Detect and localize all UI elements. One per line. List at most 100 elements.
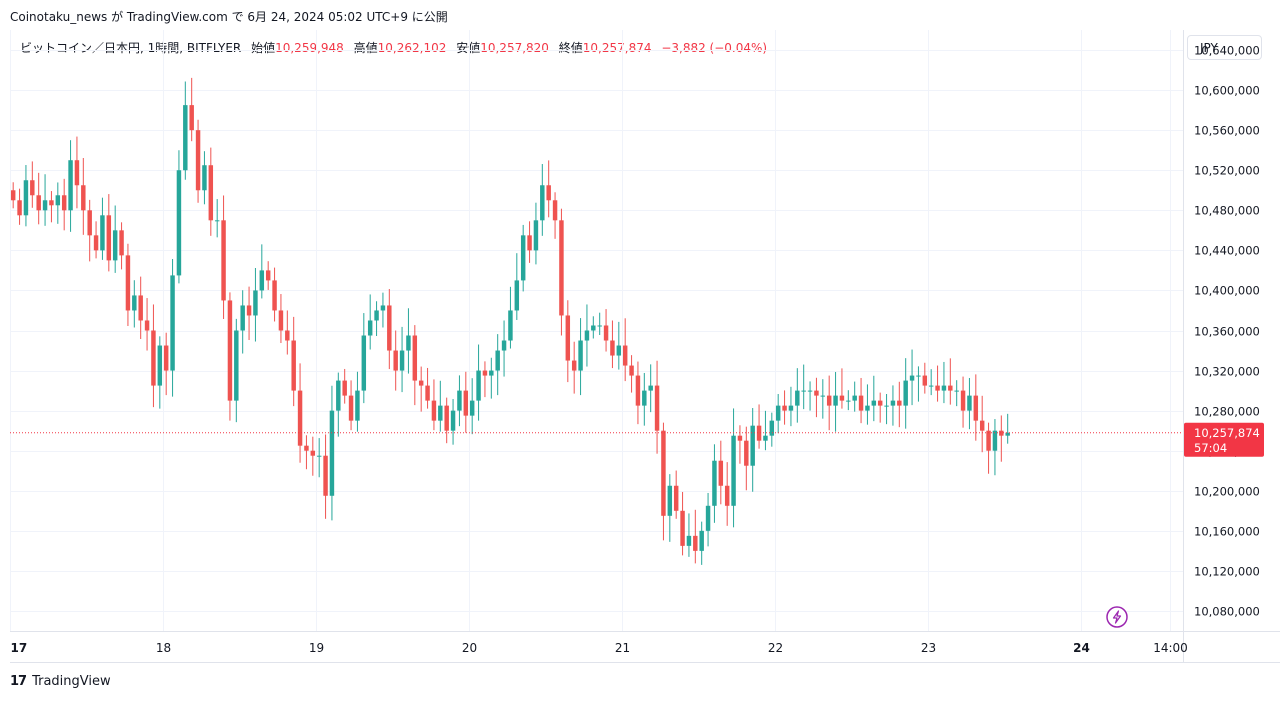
candle-body <box>30 180 35 196</box>
candle-body <box>10 190 16 201</box>
candle-body <box>393 350 398 371</box>
y-tick-label: 10,520,000 <box>1194 164 1260 178</box>
candle-body <box>654 385 660 431</box>
candle-body <box>132 295 137 311</box>
candle-body <box>253 290 258 316</box>
candle-body <box>903 380 908 406</box>
candle-body <box>591 325 596 331</box>
candle-body <box>55 195 61 206</box>
candle-body <box>877 400 883 406</box>
candle-body <box>782 405 787 411</box>
candle-body <box>540 185 545 221</box>
candle-body <box>23 180 29 216</box>
candle-body <box>705 505 711 531</box>
candle-body <box>724 485 730 506</box>
currency-selector[interactable]: JPY <box>1187 35 1262 60</box>
candle-body <box>852 395 857 401</box>
candle-body <box>278 310 284 331</box>
candle-body <box>189 105 194 131</box>
candle-body <box>157 345 163 386</box>
candle-body <box>151 330 156 386</box>
candle-body <box>737 435 743 441</box>
candle-body <box>1005 432 1010 436</box>
candle-body <box>559 220 564 316</box>
candle-body <box>578 340 583 371</box>
last-price-tag <box>1184 422 1264 457</box>
candle-body <box>17 200 22 216</box>
symbol-title: ビットコイン／日本円, 1時間, BITFLYER <box>20 41 242 55</box>
candle-body <box>482 370 488 376</box>
candle-body <box>310 450 316 456</box>
candle-body <box>775 405 781 421</box>
candle-body <box>514 280 520 311</box>
candle-body <box>890 400 896 406</box>
candle-body <box>871 400 877 406</box>
candle-body <box>858 395 864 411</box>
candle-body <box>603 325 609 341</box>
candle-body <box>272 280 277 311</box>
candle-body <box>565 315 571 361</box>
candle-body <box>265 270 271 281</box>
close-label: 終値 <box>558 41 583 55</box>
candle-body <box>922 375 928 386</box>
footer-brand[interactable]: 17 TradingView <box>10 674 111 689</box>
candle-body <box>463 390 469 416</box>
candle-body <box>81 185 86 211</box>
y-tick-label: 10,160,000 <box>1194 525 1260 539</box>
candle-body <box>329 410 335 496</box>
candle-body <box>176 170 182 276</box>
candle-body <box>718 460 724 486</box>
low-label: 安値 <box>456 41 481 55</box>
candle-body <box>361 335 367 391</box>
tradingview-logo-icon: 17 <box>10 674 27 689</box>
publication-header: Coinotaku_news が TradingView.com で 6月 24… <box>10 10 448 24</box>
candle-body <box>897 400 902 406</box>
candle-body <box>387 305 392 351</box>
candle-body <box>208 165 214 221</box>
candle-body <box>909 375 915 381</box>
x-tick-label: 17 <box>11 641 28 655</box>
y-tick-label: 10,320,000 <box>1194 365 1260 379</box>
candle-body <box>221 220 226 301</box>
candle-body <box>954 390 959 392</box>
candle-body <box>546 185 551 201</box>
candle-body <box>661 430 666 516</box>
candle-body <box>425 385 430 401</box>
candle-body <box>412 335 418 381</box>
y-tick-label: 10,480,000 <box>1194 204 1260 218</box>
candle-body <box>552 200 558 221</box>
last-price-value: 10,257,874 <box>1194 426 1260 440</box>
candle-body <box>501 340 507 351</box>
candle-body <box>183 105 188 171</box>
candle-body <box>820 395 826 397</box>
close-value: 10,257,874 <box>582 41 652 55</box>
candle-body <box>814 390 819 396</box>
candle-body <box>673 485 679 511</box>
candle-body <box>42 200 48 211</box>
grid-lines <box>10 30 1183 631</box>
candle-body <box>438 405 443 421</box>
candle-body <box>259 270 265 291</box>
lightning-icon[interactable] <box>1106 606 1128 628</box>
y-tick-label: 10,120,000 <box>1194 565 1260 579</box>
candle-body <box>744 440 749 466</box>
x-tick-label: 22 <box>768 641 783 655</box>
time-axis[interactable]: 17 18 19 20 21 22 23 24 14:00 <box>11 641 1188 655</box>
open-label: 始値 <box>251 41 276 55</box>
candle-body <box>418 380 424 386</box>
candle-body <box>648 385 653 391</box>
y-tick-label: 10,560,000 <box>1194 124 1260 138</box>
candle-body <box>801 390 806 392</box>
low-value: 10,257,820 <box>480 41 549 55</box>
candle-body <box>342 380 347 396</box>
candle-body <box>106 215 112 261</box>
price-axis[interactable]: 10,080,000 10,120,000 10,160,000 10,200,000… <box>1194 44 1260 619</box>
candle-body <box>520 235 526 281</box>
candle-body <box>450 410 456 431</box>
candle-body <box>125 255 131 311</box>
candle-body <box>495 350 500 371</box>
candle-body <box>380 305 386 311</box>
candle-body <box>112 230 118 261</box>
